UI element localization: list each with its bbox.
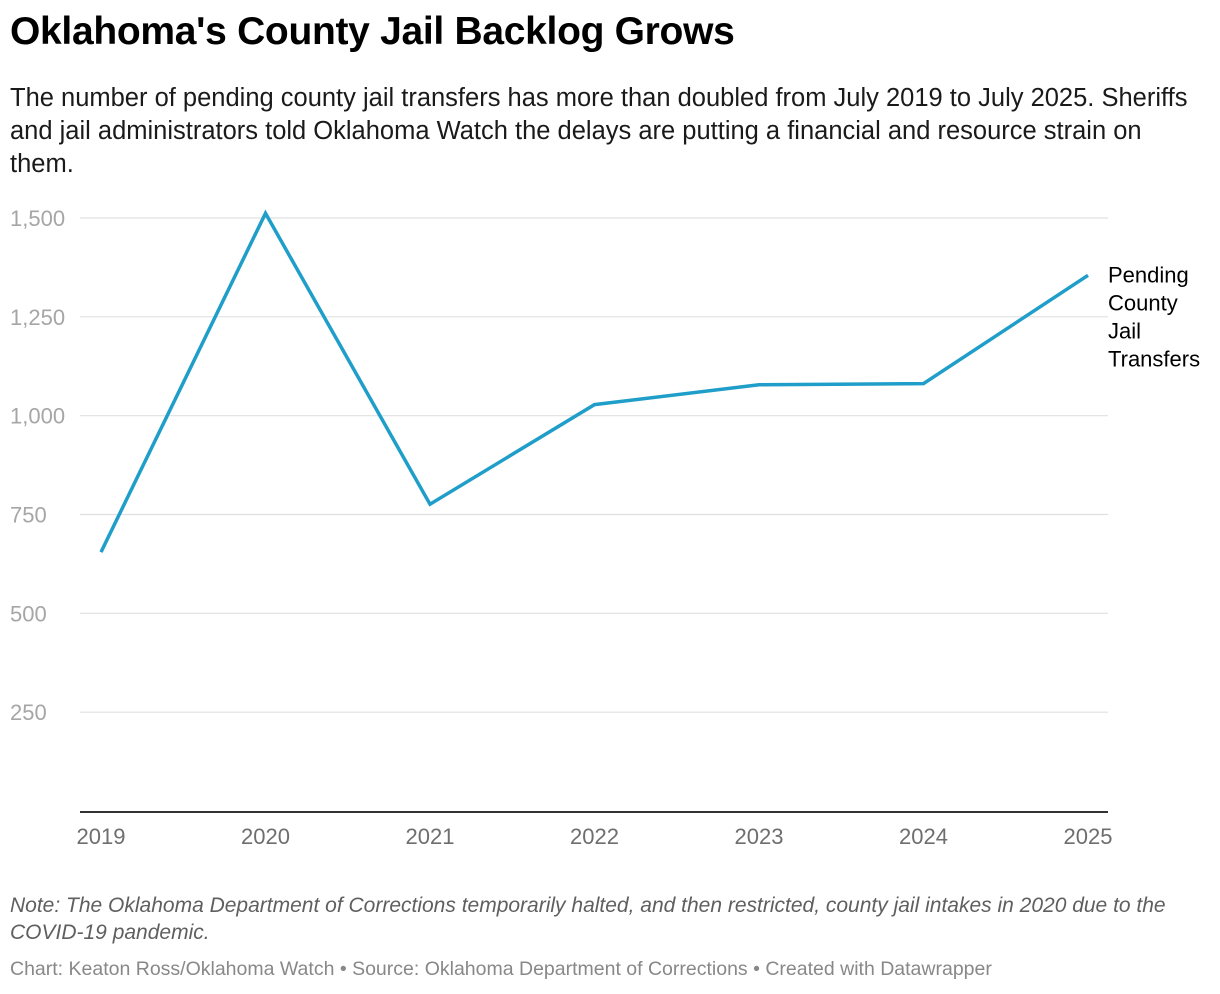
data-points [99, 211, 1090, 554]
data-point [922, 382, 926, 386]
chart-credit: Chart: Keaton Ross/Oklahoma Watch • Sour… [10, 958, 992, 980]
series-layer [99, 209, 1089, 553]
y-tick-label: 250 [10, 700, 47, 725]
data-point [264, 211, 268, 215]
x-tick-label: 2025 [1064, 824, 1113, 849]
y-tick-label: 1,250 [10, 305, 65, 330]
x-tick-label: 2022 [570, 824, 619, 849]
series-label-line: County [1108, 290, 1178, 315]
x-tick-label: 2021 [406, 824, 455, 849]
series-label-line: Transfers [1108, 346, 1200, 371]
line-chart: 250 500 750 1,000 1,250 1,500 2019 2020 2021 202… [10, 206, 1200, 849]
data-point [99, 550, 103, 554]
x-tick-label: 2019 [77, 824, 126, 849]
x-tick-label: 2024 [899, 824, 948, 849]
data-point [593, 403, 597, 407]
chart-title: Oklahoma's County Jail Backlog Grows [10, 10, 735, 53]
chart-note: Note: The Oklahoma Department of Correct… [10, 894, 1166, 944]
y-tick-label: 1,500 [10, 206, 65, 231]
y-axis-ticks: 250 500 750 1,000 1,250 1,500 [10, 206, 65, 725]
series-label: Pending County Jail Transfers [1108, 262, 1200, 371]
y-tick-label: 500 [10, 601, 47, 626]
x-tick-label: 2023 [735, 824, 784, 849]
gridlines [80, 217, 1108, 713]
series-line [99, 209, 1089, 553]
chart-subtitle: The number of pending county jail transf… [10, 84, 1188, 178]
data-point [428, 502, 432, 506]
data-point [1086, 273, 1090, 277]
y-tick-label: 750 [10, 503, 47, 528]
x-tick-label: 2020 [241, 824, 290, 849]
series-label-line: Jail [1108, 318, 1141, 343]
x-axis-ticks: 2019 2020 2021 2022 2023 2024 2025 [77, 824, 1113, 849]
series-label-line: Pending [1108, 262, 1189, 287]
y-tick-label: 1,000 [10, 404, 65, 429]
data-point [757, 383, 761, 387]
